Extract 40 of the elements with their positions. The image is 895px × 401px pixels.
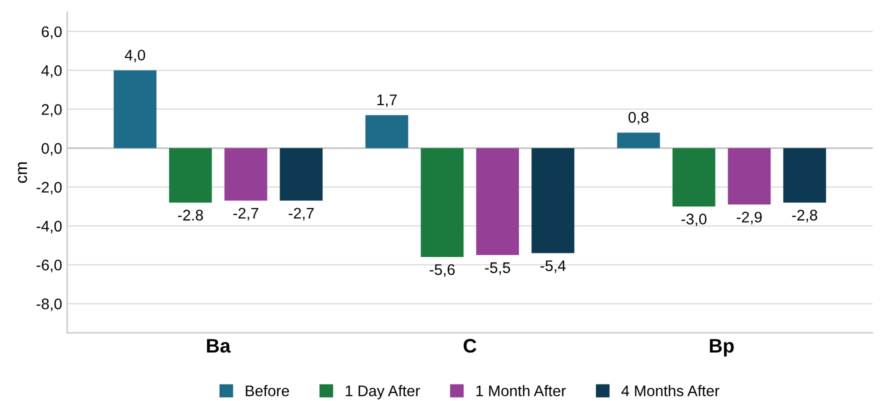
x-tick-label: Ba	[207, 339, 231, 353]
legend-label: 1 Month After	[476, 385, 566, 396]
y-axis-title: cm	[18, 162, 28, 183]
bar	[476, 148, 519, 256]
data-label: 0,8	[628, 112, 648, 125]
bar	[420, 148, 464, 258]
data-label: -2,8	[792, 210, 818, 222]
x-tick-label: C	[464, 338, 476, 353]
y-tick-label: 2,0	[42, 104, 62, 117]
data-label: 1,7	[377, 94, 397, 108]
legend-label: 1 Day After	[346, 385, 420, 400]
data-label: -5,4	[540, 260, 566, 273]
data-label: -3,0	[681, 214, 706, 226]
bar	[532, 148, 574, 254]
y-tick-label: -8,0	[36, 298, 62, 312]
y-tick-label: 6,0	[42, 26, 62, 39]
bar	[617, 132, 660, 148]
bar	[728, 148, 771, 205]
bar	[365, 115, 408, 148]
y-tick-label: -4,0	[36, 220, 62, 234]
bar	[280, 148, 323, 201]
bar	[672, 148, 716, 206]
y-tick-label: -6,0	[36, 260, 62, 272]
y-tick-label: 4,0	[41, 65, 62, 78]
y-tick-label: -2,0	[36, 182, 62, 195]
y-tick-label: 0,0	[42, 142, 62, 156]
data-label: -5,6	[430, 264, 455, 277]
data-label: -2,7	[233, 208, 258, 220]
data-label: -5,5	[485, 262, 510, 275]
data-label: -2,9	[736, 212, 762, 224]
data-label: 4,0	[124, 50, 146, 62]
data-label: -2,7	[288, 208, 314, 220]
data-label: -2.8	[178, 210, 203, 221]
bar	[783, 148, 826, 203]
bar	[169, 148, 212, 203]
bar	[114, 70, 156, 148]
legend-label: 4 Months After	[621, 385, 720, 396]
x-tick-label: Bp	[710, 339, 734, 357]
legend-label: Before	[246, 385, 289, 396]
bar	[224, 148, 268, 201]
